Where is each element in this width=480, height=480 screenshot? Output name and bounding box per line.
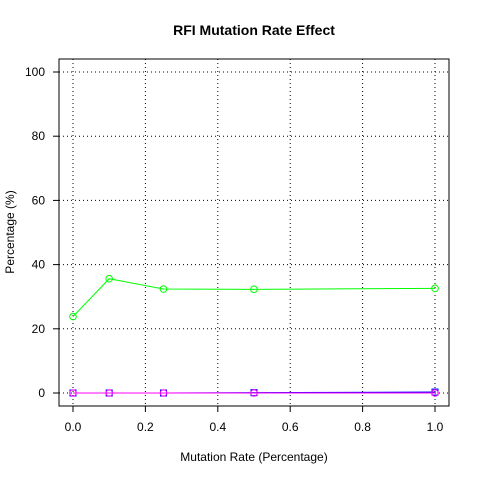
series-point xyxy=(159,389,168,397)
series-layer xyxy=(69,274,439,397)
y-tick-label: 0 xyxy=(38,386,45,400)
series-point xyxy=(69,312,77,321)
x-axis-label: Mutation Rate (Percentage) xyxy=(180,450,327,464)
y-tick-label: 100 xyxy=(25,65,45,79)
y-tick-label: 40 xyxy=(32,258,46,272)
y-axis: 0 20 40 60 80 100 xyxy=(25,65,59,400)
series-point xyxy=(105,274,113,283)
x-tick-label: 0.8 xyxy=(354,420,371,434)
series-point xyxy=(69,389,77,397)
series-point xyxy=(250,389,258,397)
series-point xyxy=(431,389,439,397)
y-tick-label: 20 xyxy=(32,322,46,336)
series-point xyxy=(105,389,113,397)
chart-title: RFI Mutation Rate Effect xyxy=(173,22,335,38)
y-axis-label: Percentage (%) xyxy=(3,190,17,273)
series-point xyxy=(431,284,439,293)
x-axis: 0.0 0.2 0.4 0.6 0.8 1.0 xyxy=(65,406,444,434)
x-tick-label: 0.6 xyxy=(282,420,299,434)
series-point xyxy=(250,285,258,294)
series-point xyxy=(159,285,168,293)
x-tick-label: 0.0 xyxy=(65,420,82,434)
y-tick-label: 60 xyxy=(32,193,46,207)
x-tick-label: 0.2 xyxy=(137,420,154,434)
y-tick-label: 80 xyxy=(32,129,46,143)
x-tick-label: 0.4 xyxy=(209,420,226,434)
series-line xyxy=(72,278,436,317)
x-tick-label: 1.0 xyxy=(427,420,444,434)
plot-frame xyxy=(58,58,450,407)
